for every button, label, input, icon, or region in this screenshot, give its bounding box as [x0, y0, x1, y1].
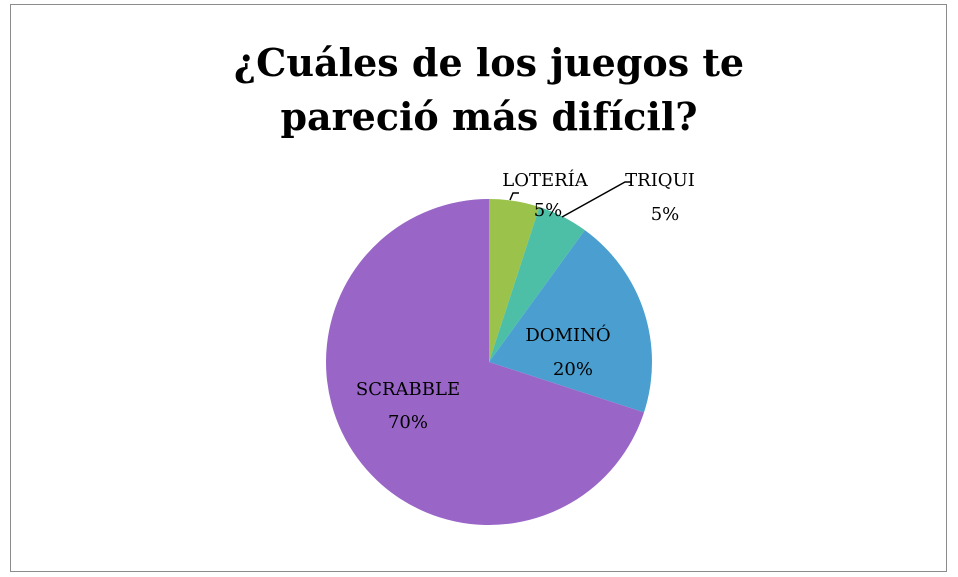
leader-line: [561, 181, 632, 218]
leader-line: [509, 192, 519, 201]
chart-frame: [10, 4, 947, 572]
chart-title: ¿Cuáles de los juegos te pareció más dif…: [233, 40, 745, 139]
slice-label: SCRABBLE: [356, 379, 460, 400]
slice-label: DOMINÓ: [525, 323, 610, 346]
pie-slice: [326, 199, 645, 525]
pie-slice: [489, 206, 585, 362]
slice-value-label: 5%: [534, 200, 563, 221]
slice-label: TRIQUI: [625, 170, 695, 191]
slice-value-label: 20%: [553, 359, 593, 380]
pie-slice: [489, 230, 652, 413]
slice-label: LOTERÍA: [502, 168, 589, 191]
slice-value-label: 70%: [388, 412, 428, 433]
slice-value-label: 5%: [651, 204, 680, 225]
pie-slice: [489, 199, 540, 362]
